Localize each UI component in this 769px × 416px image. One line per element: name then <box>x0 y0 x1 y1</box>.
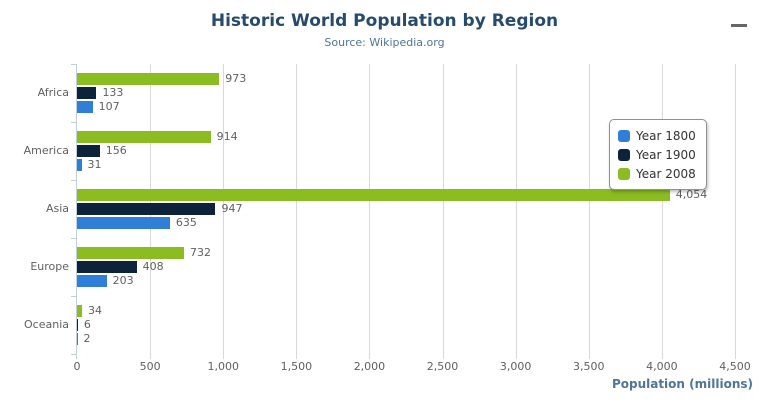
data-label: 2 <box>83 332 91 345</box>
category-label-america: America <box>23 144 69 157</box>
x-tick-label: 4,500 <box>719 360 751 373</box>
category-label-asia: Asia <box>45 202 69 215</box>
bar-asia-year-2008[interactable] <box>77 189 670 201</box>
legend-label: Year 1900 <box>636 147 696 162</box>
x-tick-label: 0 <box>73 360 81 373</box>
x-tick-label: 1,000 <box>207 360 239 373</box>
gridline <box>588 64 590 359</box>
data-label: 732 <box>190 246 212 259</box>
legend-item-year-1800[interactable]: Year 1800 <box>618 126 696 145</box>
bar-america-year-2008[interactable] <box>77 131 211 143</box>
data-label: 34 <box>87 304 102 317</box>
x-axis-title: Population (millions) <box>611 377 753 391</box>
data-label: 947 <box>221 202 243 215</box>
data-label: 133 <box>102 86 124 99</box>
gridline <box>223 64 225 359</box>
bar-africa-year-2008[interactable] <box>77 73 220 85</box>
bar-asia-year-1800[interactable] <box>77 217 170 229</box>
bar-africa-year-1900[interactable] <box>77 87 97 99</box>
category-label-europe: Europe <box>30 260 69 273</box>
category-tick <box>71 354 77 355</box>
bar-europe-year-1800[interactable] <box>77 275 107 287</box>
data-label: 107 <box>98 100 120 113</box>
category-tick <box>71 238 77 239</box>
x-tick-label: 500 <box>139 360 161 373</box>
category-label-oceania: Oceania <box>24 318 69 331</box>
data-label: 203 <box>112 274 134 287</box>
legend: Year 1800 Year 1900 Year 2008 <box>609 119 707 190</box>
bar-oceania-year-1900[interactable] <box>77 319 78 331</box>
legend-item-year-1900[interactable]: Year 1900 <box>618 145 696 164</box>
bar-asia-year-1900[interactable] <box>77 203 216 215</box>
data-label: 914 <box>216 130 238 143</box>
category-tick <box>71 64 77 65</box>
data-label: 156 <box>105 144 127 157</box>
data-label: 408 <box>142 260 164 273</box>
gridline <box>442 64 444 359</box>
bar-europe-year-2008[interactable] <box>77 247 185 259</box>
legend-label: Year 1800 <box>636 128 696 143</box>
gridline <box>296 64 298 359</box>
bar-america-year-1800[interactable] <box>77 159 82 171</box>
bar-oceania-year-1800[interactable] <box>77 333 78 345</box>
x-tick-label: 4,000 <box>646 360 678 373</box>
x-tick-label: 1,500 <box>280 360 313 373</box>
bar-america-year-1900[interactable] <box>77 145 100 157</box>
hamburger-menu-icon[interactable] <box>731 24 747 38</box>
x-tick-label: 2,000 <box>353 360 386 373</box>
chart-title: Historic World Population by Region <box>210 11 559 31</box>
gridline <box>661 64 663 359</box>
category-tick <box>71 296 77 297</box>
legend-swatch-icon <box>618 129 630 142</box>
bar-africa-year-1800[interactable] <box>77 101 93 113</box>
data-label: 31 <box>87 158 102 171</box>
data-label: 635 <box>175 216 197 229</box>
legend-swatch-icon <box>618 148 630 161</box>
gridline <box>515 64 517 359</box>
category-label-africa: Africa <box>37 86 69 99</box>
gridline <box>369 64 371 359</box>
x-tick-label: 3,500 <box>573 360 605 373</box>
x-tick-label: 2,500 <box>426 360 459 373</box>
bar-oceania-year-2008[interactable] <box>77 305 82 317</box>
x-tick-label: 3,000 <box>499 360 532 373</box>
plot-area: 973 133 107 914 156 31 4,054 947 635 732 408 203 34 6… <box>71 64 736 359</box>
gridline <box>735 64 736 359</box>
data-label: 4,054 <box>675 188 708 201</box>
category-tick <box>71 122 77 123</box>
legend-swatch-icon <box>618 167 630 180</box>
data-label: 6 <box>83 318 91 331</box>
legend-label: Year 2008 <box>636 166 696 181</box>
category-tick <box>71 180 77 181</box>
bar-europe-year-1900[interactable] <box>77 261 137 273</box>
chart-subtitle: Source: Wikipedia.org <box>324 36 445 49</box>
data-label: 973 <box>225 72 247 85</box>
category-axis-line <box>76 64 77 359</box>
legend-item-year-2008[interactable]: Year 2008 <box>618 164 696 183</box>
